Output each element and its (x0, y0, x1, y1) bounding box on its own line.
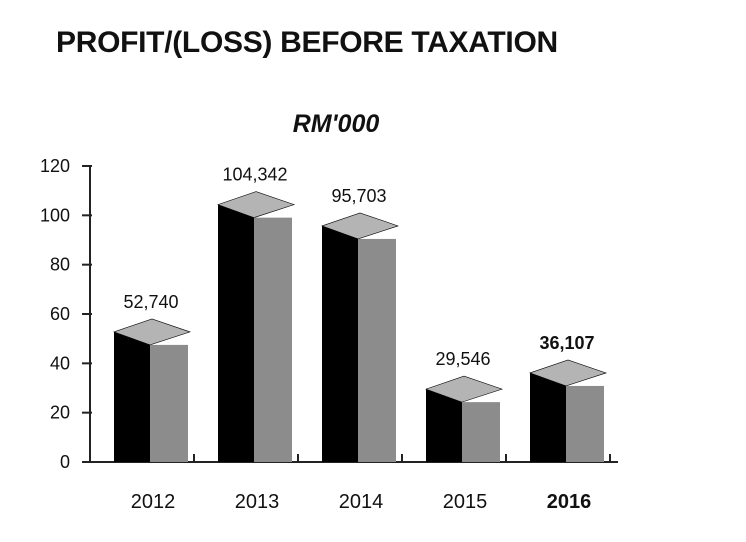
chart-subtitle: RM'000 (292, 110, 380, 138)
y-tick-label: 40 (50, 353, 70, 373)
bar-front-face (462, 402, 500, 462)
x-category-label: 2015 (443, 491, 488, 513)
bar-side-face (218, 204, 254, 463)
x-category-label: 2016 (547, 491, 592, 513)
bar-top-face (425, 375, 503, 403)
bar-2016 (529, 359, 607, 462)
bar-value-label: 36,107 (539, 333, 594, 353)
y-tick-label: 100 (40, 205, 70, 225)
bar-2014 (321, 212, 399, 462)
bar-2012 (113, 318, 191, 462)
bar-2013 (217, 191, 295, 463)
y-tick-label: 80 (50, 255, 70, 275)
bar-front-face (358, 238, 396, 462)
bar-value-label: 104,342 (222, 165, 287, 185)
bar-2015 (425, 375, 503, 462)
y-tick-label: 20 (50, 403, 70, 423)
bar-value-label: 95,703 (331, 186, 386, 206)
bar-front-face (150, 344, 188, 462)
bar-side-face (322, 225, 358, 462)
bar-value-label: 52,740 (123, 292, 178, 312)
bar-front-face (566, 385, 604, 462)
bar-top-face (217, 191, 295, 218)
bar-top-face (113, 318, 191, 346)
x-category-label: 2012 (131, 491, 176, 513)
y-tick-label: 0 (60, 452, 70, 472)
x-category-label: 2013 (235, 491, 280, 513)
bar-front-face (254, 217, 292, 462)
bar-value-label: 29,546 (435, 349, 490, 369)
x-category-label: 2014 (339, 491, 384, 513)
bar-side-face (114, 331, 150, 462)
y-tick-label: 60 (50, 304, 70, 324)
bar-side-face (426, 389, 462, 462)
y-tick-label: 120 (40, 156, 70, 176)
chart-title: PROFIT/(LOSS) BEFORE TAXATION (56, 26, 558, 59)
bar-side-face (530, 372, 566, 462)
bar-top-face (529, 359, 607, 387)
bar-top-face (321, 212, 399, 240)
